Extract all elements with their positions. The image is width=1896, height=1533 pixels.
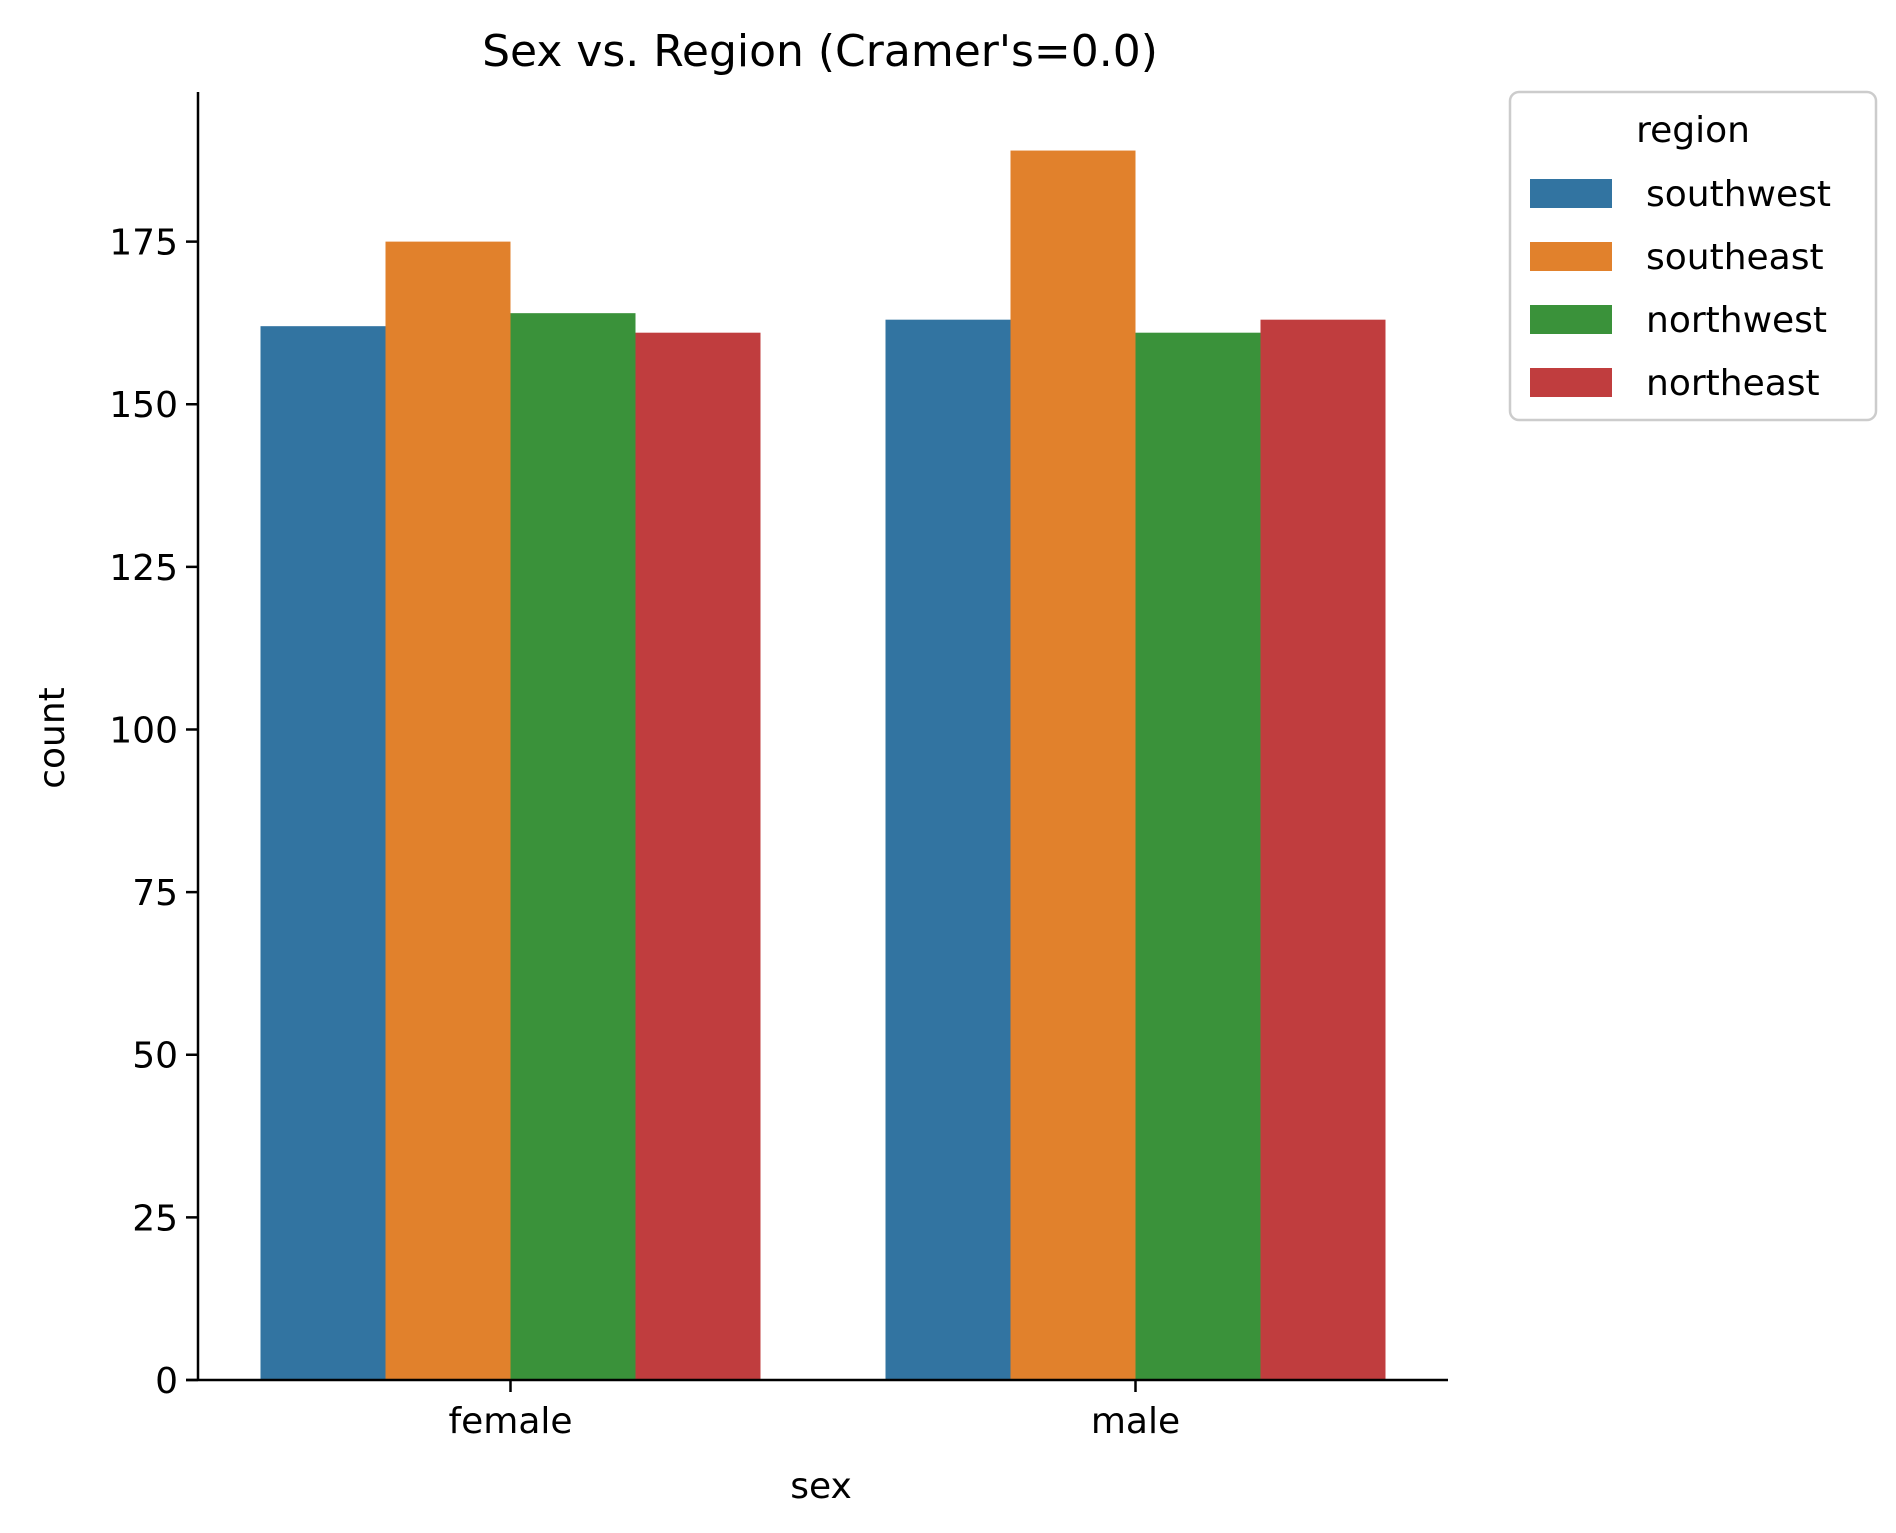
bar-female-southwest xyxy=(260,326,386,1381)
x-axis-label: sex xyxy=(790,1466,852,1507)
y-tick-label: 175 xyxy=(109,223,178,264)
legend-items: southwest southeast northwest northeast xyxy=(1530,174,1831,404)
bar-male-southeast xyxy=(1010,150,1136,1380)
y-tick-label: 125 xyxy=(109,548,178,589)
y-tick-label: 75 xyxy=(132,873,178,914)
bar-male-northeast xyxy=(1260,319,1386,1381)
legend-swatch-northeast xyxy=(1530,368,1612,397)
chart-title: Sex vs. Region (Cramer's=0.0) xyxy=(482,26,1158,77)
y-axis-label: count xyxy=(32,687,73,789)
y-tick-label: 100 xyxy=(109,710,178,751)
legend-label-northwest: northwest xyxy=(1646,300,1827,341)
bar-male-southwest xyxy=(885,319,1011,1381)
bar-female-northwest xyxy=(510,313,636,1380)
legend-title: region xyxy=(1636,110,1750,151)
legend: region southwest southeast northwest northe… xyxy=(1508,90,1878,422)
x-tick-label-male: male xyxy=(1091,1401,1180,1442)
bar-male-northwest xyxy=(1135,332,1261,1381)
x-tick-label-female: female xyxy=(448,1401,572,1442)
bars-group xyxy=(260,150,1386,1381)
x-axis: female male xyxy=(186,1378,1448,1442)
legend-frame xyxy=(1508,90,1878,422)
legend-label-southwest: southwest xyxy=(1646,174,1831,215)
legend-label-northeast: northeast xyxy=(1646,363,1820,404)
y-tick-label: 150 xyxy=(109,385,178,426)
legend-swatch-southeast xyxy=(1530,242,1612,271)
legend-swatch-southwest xyxy=(1530,179,1612,208)
bar-female-southeast xyxy=(385,241,511,1380)
y-axis: 0 25 50 75 100 125 150 175 xyxy=(109,92,200,1402)
y-tick-label: 0 xyxy=(155,1361,178,1402)
legend-label-southeast: southeast xyxy=(1646,237,1824,278)
y-tick-label: 50 xyxy=(132,1036,178,1077)
legend-swatch-northwest xyxy=(1530,305,1612,334)
bar-female-northeast xyxy=(635,332,761,1381)
y-tick-label: 25 xyxy=(132,1198,178,1239)
